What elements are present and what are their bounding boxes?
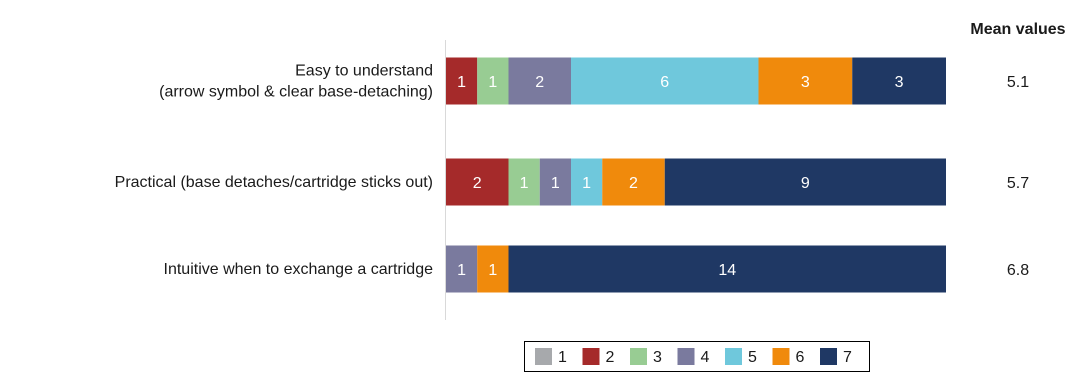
bar-segment-6 xyxy=(758,57,853,105)
segment-value-label: 9 xyxy=(801,175,810,192)
segment-value-label: 1 xyxy=(457,74,466,91)
bar-segment-4 xyxy=(446,245,478,293)
segment-value-label: 3 xyxy=(801,74,810,91)
mean-values-title: Mean values xyxy=(970,21,1065,38)
legend-label: 5 xyxy=(748,349,757,366)
bar-segment-3 xyxy=(477,57,509,105)
bar-segment-7 xyxy=(508,245,946,293)
segment-value-label: 1 xyxy=(457,262,466,279)
legend-label: 2 xyxy=(606,349,615,366)
bar-segment-6 xyxy=(477,245,509,293)
legend-swatch-2 xyxy=(582,348,600,365)
bar-segment-6 xyxy=(602,158,665,206)
bars-group: 1 1 2 6 3 3 2 1 1 1 2 9 1 1 14 xyxy=(446,57,946,293)
mean-value: 5.7 xyxy=(1007,175,1029,192)
bar-segment-2 xyxy=(446,158,509,206)
segment-value-label: 2 xyxy=(473,175,482,192)
legend-label: 3 xyxy=(653,349,662,366)
legend-box xyxy=(524,341,870,372)
legend-swatch-6 xyxy=(772,348,790,365)
legend-swatch-7 xyxy=(820,348,837,365)
bar-segment-2 xyxy=(446,57,478,105)
category-label: Easy to understand xyxy=(295,63,433,80)
legend-swatch-3 xyxy=(630,348,647,365)
segment-value-label: 1 xyxy=(582,175,591,192)
legend-label: 1 xyxy=(558,349,567,366)
segment-value-label: 2 xyxy=(535,74,544,91)
bar-segment-5 xyxy=(571,158,603,206)
category-labels: Easy to understand (arrow symbol & clear … xyxy=(115,63,433,279)
segment-value-label: 1 xyxy=(551,175,560,192)
bar-segment-7 xyxy=(664,158,946,206)
legend-label: 4 xyxy=(701,349,710,366)
category-label: Intuitive when to exchange a cartridge xyxy=(164,261,434,278)
legend-swatch-1 xyxy=(535,348,552,365)
mean-value: 5.1 xyxy=(1007,74,1029,91)
legend-label: 7 xyxy=(843,349,852,366)
segment-value-label: 14 xyxy=(718,262,736,279)
bar-segment-5 xyxy=(571,57,759,105)
bar-segment-3 xyxy=(508,158,540,206)
segment-value-label: 6 xyxy=(660,74,669,91)
segment-value-label: 1 xyxy=(488,262,497,279)
bar-segment-7 xyxy=(852,57,946,105)
legend: 1 2 3 4 5 6 7 xyxy=(524,341,870,372)
segment-value-label: 2 xyxy=(629,175,638,192)
bar-segment-4 xyxy=(539,158,571,206)
legend-swatch-4 xyxy=(677,348,695,365)
segment-value-label: 1 xyxy=(488,74,497,91)
category-label: Practical (base detaches/cartridge stick… xyxy=(115,174,433,191)
segment-value-label: 1 xyxy=(520,175,529,192)
legend-label: 6 xyxy=(796,349,805,366)
mean-value: 6.8 xyxy=(1007,262,1029,279)
legend-swatch-5 xyxy=(725,348,742,365)
category-label: (arrow symbol & clear base-detaching) xyxy=(159,84,433,101)
mean-values: 5.1 5.7 6.8 xyxy=(1007,74,1029,279)
segment-value-label: 3 xyxy=(895,74,904,91)
bar-segment-4 xyxy=(508,57,571,105)
